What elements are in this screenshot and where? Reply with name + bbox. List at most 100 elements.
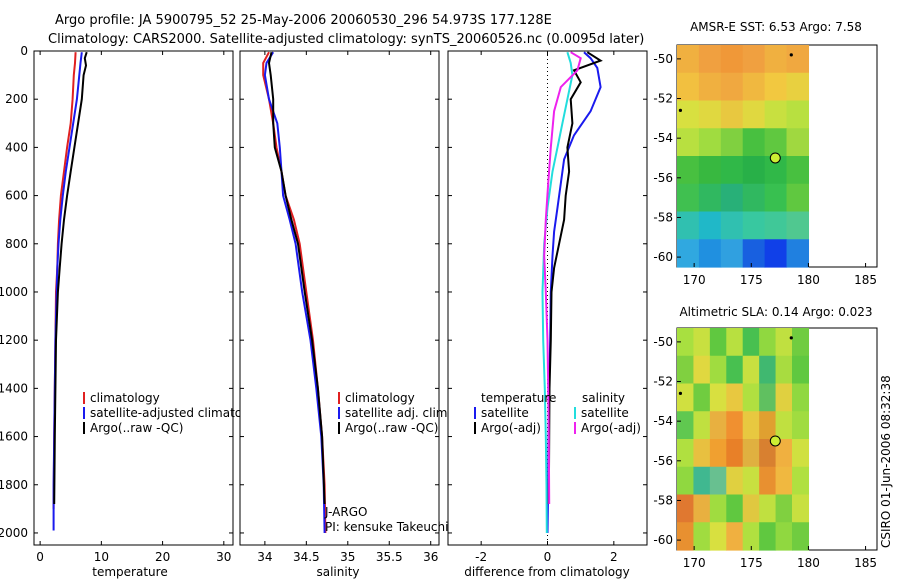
heatmap-cell bbox=[775, 466, 793, 496]
difference-panel: -2 0 2 difference from climatology tempera… bbox=[447, 50, 648, 579]
x-tick-label: 10 bbox=[94, 550, 109, 564]
sla-map-panel: Altimetric SLA: 0.14 Argo: 0.023 170 175 1… bbox=[653, 305, 878, 570]
difference-legend: temperature satellite Argo(-adj) salinit… bbox=[474, 391, 641, 435]
heatmap-cell bbox=[698, 211, 722, 240]
x-tick-label: 0 bbox=[36, 550, 44, 564]
heatmap-cell bbox=[742, 466, 760, 496]
salinity-xlabel: salinity bbox=[316, 565, 359, 579]
heatmap-cell bbox=[720, 156, 744, 185]
x-tick-label: 170 bbox=[683, 273, 706, 287]
temperature-ticks: 0 10 20 30 0 200 400 600 800 1000 1200 1400 1600 1800… bbox=[0, 44, 233, 564]
y-tick-label: -56 bbox=[653, 454, 673, 468]
y-tick-label: -50 bbox=[653, 335, 673, 349]
float-position-marker bbox=[769, 152, 781, 164]
heatmap-cell bbox=[709, 522, 727, 551]
heatmap-cell bbox=[698, 72, 722, 102]
heatmap-cell bbox=[742, 383, 760, 412]
sst-heatmap bbox=[677, 45, 810, 268]
heatmap-cell bbox=[775, 328, 793, 357]
heatmap-cell bbox=[709, 383, 727, 412]
heatmap-cell bbox=[693, 494, 711, 523]
heatmap-cell bbox=[726, 328, 744, 357]
y-tick-label: 2000 bbox=[0, 526, 28, 540]
heatmap-cell bbox=[726, 411, 744, 440]
series-line-temperature-argo-adj- bbox=[547, 51, 603, 505]
temperature-plot-frame bbox=[33, 50, 234, 546]
heatmap-cell bbox=[698, 156, 722, 185]
x-tick-label: 180 bbox=[797, 273, 820, 287]
heatmap-cell bbox=[759, 466, 777, 496]
heatmap-cell bbox=[742, 239, 766, 268]
heatmap-cell bbox=[709, 466, 727, 496]
heatmap-cell bbox=[677, 211, 700, 240]
heatmap-cell bbox=[792, 383, 810, 412]
annotation-pi: PI: kensuke Takeuchi bbox=[325, 520, 448, 534]
x-tick-label: 35.5 bbox=[376, 550, 403, 564]
heatmap-cell bbox=[764, 100, 788, 129]
legend-header-temperature: temperature bbox=[481, 391, 556, 405]
temperature-panel: 0 10 20 30 0 200 400 600 800 1000 1200 1400 1600 1800… bbox=[0, 44, 268, 579]
heatmap-cell bbox=[693, 383, 711, 412]
heatmap-cell bbox=[775, 411, 793, 440]
heatmap-cell bbox=[698, 239, 722, 268]
sla-map-title: Altimetric SLA: 0.14 Argo: 0.023 bbox=[679, 305, 872, 319]
heatmap-cell bbox=[677, 183, 700, 213]
heatmap-cell bbox=[677, 239, 700, 268]
heatmap-cell bbox=[775, 355, 793, 385]
series-line-argo-raw-qc- bbox=[267, 51, 326, 505]
heatmap-cell bbox=[775, 494, 793, 523]
heatmap-cell bbox=[792, 328, 810, 357]
salinity-legend: climatology satellite adj. clim. Argo(..… bbox=[338, 391, 451, 435]
heatmap-cell bbox=[726, 383, 744, 412]
sla-heatmap bbox=[677, 328, 810, 551]
heatmap-cell bbox=[764, 72, 788, 102]
x-tick-label: 35 bbox=[340, 550, 355, 564]
heatmap-cell bbox=[759, 383, 777, 412]
heatmap-cell bbox=[677, 522, 695, 551]
heatmap-cell bbox=[742, 100, 766, 129]
legend-label-climatology: climatology bbox=[345, 391, 415, 405]
reference-dot-marker bbox=[678, 108, 683, 113]
legend-label-argo: Argo(..raw -QC) bbox=[345, 421, 438, 435]
heatmap-cell bbox=[709, 328, 727, 357]
legend-label-temp-satellite: satellite bbox=[481, 406, 529, 420]
x-tick-label: -2 bbox=[475, 550, 487, 564]
x-tick-label: 170 bbox=[683, 556, 706, 570]
y-tick-label: -58 bbox=[653, 493, 673, 507]
x-tick-label: 185 bbox=[854, 556, 877, 570]
x-tick-label: 185 bbox=[854, 273, 877, 287]
legend-label-argo: Argo(..raw -QC) bbox=[90, 421, 183, 435]
legend-label-sal-argo: Argo(-adj) bbox=[581, 421, 641, 435]
salinity-lines bbox=[262, 51, 327, 534]
y-tick-label: -54 bbox=[653, 414, 673, 428]
heatmap-cell bbox=[792, 522, 810, 551]
heatmap-cell bbox=[764, 211, 788, 240]
heatmap-cell bbox=[693, 522, 711, 551]
heatmap-cell bbox=[742, 355, 760, 385]
y-tick-label: 400 bbox=[5, 140, 28, 154]
y-tick-label: 1400 bbox=[0, 381, 28, 395]
x-tick-label: 180 bbox=[797, 556, 820, 570]
heatmap-cell bbox=[792, 494, 810, 523]
y-tick-label: -52 bbox=[653, 375, 673, 389]
heatmap-cell bbox=[759, 411, 777, 440]
x-tick-label: 30 bbox=[216, 550, 231, 564]
heatmap-cell bbox=[693, 328, 711, 357]
x-tick-label: 34 bbox=[257, 550, 272, 564]
heatmap-cell bbox=[759, 328, 777, 357]
x-tick-label: 20 bbox=[155, 550, 170, 564]
heatmap-cell bbox=[786, 239, 810, 268]
difference-lines bbox=[541, 51, 603, 534]
y-tick-label: 1800 bbox=[0, 478, 28, 492]
y-tick-label: -58 bbox=[653, 210, 673, 224]
heatmap-cell bbox=[693, 411, 711, 440]
x-tick-label: 34.5 bbox=[293, 550, 320, 564]
heatmap-cell bbox=[764, 156, 788, 185]
reference-dot-marker bbox=[789, 336, 793, 340]
y-tick-label: 200 bbox=[5, 92, 28, 106]
heatmap-cell bbox=[720, 128, 744, 157]
x-tick-label: 175 bbox=[740, 556, 763, 570]
y-tick-label: -60 bbox=[653, 533, 673, 547]
